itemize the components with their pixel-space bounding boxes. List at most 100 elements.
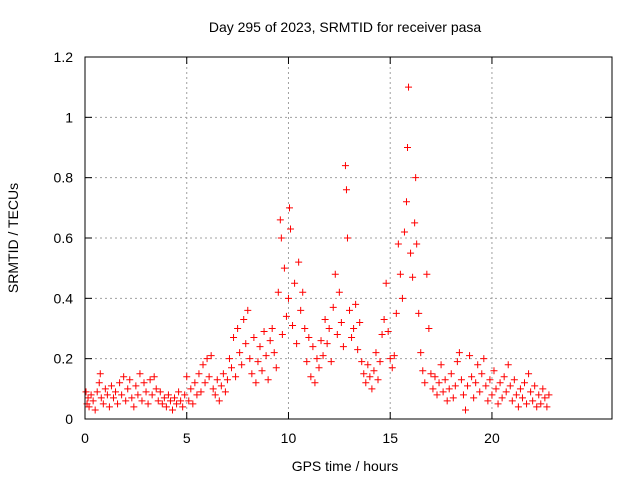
data-point (537, 400, 545, 408)
data-point (166, 397, 174, 405)
data-point (356, 318, 364, 326)
data-point (378, 331, 386, 339)
data-point (337, 318, 345, 326)
data-point (518, 394, 526, 402)
data-point (118, 391, 126, 399)
data-point (504, 361, 512, 369)
data-point (82, 388, 90, 396)
data-point (484, 397, 492, 405)
data-point (451, 382, 459, 390)
data-point (319, 352, 327, 360)
data-point (360, 370, 368, 378)
data-point (168, 406, 176, 414)
data-point (297, 306, 305, 314)
data-point (303, 358, 311, 366)
data-point (413, 240, 421, 248)
data-point (122, 397, 130, 405)
data-point (91, 406, 99, 414)
data-point (209, 385, 217, 393)
data-point (254, 358, 262, 366)
data-point (280, 264, 288, 272)
data-point (213, 376, 221, 384)
data-point (173, 400, 181, 408)
data-point (301, 325, 309, 332)
data-point (400, 228, 408, 236)
data-point (514, 403, 522, 411)
data-point (93, 388, 101, 396)
data-point (99, 400, 107, 408)
data-point (390, 352, 398, 360)
data-point (500, 373, 508, 381)
data-point (476, 388, 484, 396)
data-point (260, 328, 268, 336)
x-tick-label: 15 (382, 430, 398, 446)
data-point (228, 364, 236, 372)
data-point (191, 379, 199, 387)
x-axis-label: GPS time / hours (292, 458, 399, 474)
data-point (388, 364, 396, 372)
data-point (423, 270, 431, 278)
y-tick-label: 0.4 (54, 290, 74, 306)
data-point (156, 388, 164, 396)
data-point (120, 373, 128, 381)
data-point (114, 400, 122, 408)
data-point (244, 306, 252, 314)
data-point (488, 391, 496, 399)
data-point (529, 397, 537, 405)
chart-title: Day 295 of 2023, SRMTID for receiver pas… (209, 19, 482, 35)
data-point (270, 349, 278, 357)
data-point (508, 397, 516, 405)
data-point (164, 391, 172, 399)
data-point (459, 391, 467, 399)
data-point (199, 361, 207, 369)
data-point (498, 394, 506, 402)
data-point (266, 337, 274, 345)
data-point (305, 334, 313, 342)
data-point (201, 379, 209, 387)
data-point (364, 361, 372, 369)
data-point (394, 240, 402, 248)
data-point (472, 379, 480, 387)
data-point (502, 388, 510, 396)
data-point (533, 403, 541, 411)
data-point (211, 391, 219, 399)
data-point (346, 306, 354, 314)
data-point (179, 403, 187, 411)
data-point (278, 331, 286, 339)
data-point (339, 343, 347, 351)
data-point (461, 406, 469, 414)
data-point (160, 394, 168, 402)
data-point (350, 325, 358, 332)
data-point (262, 352, 270, 360)
data-point (248, 370, 256, 378)
data-point (136, 370, 144, 378)
data-point (417, 349, 425, 357)
data-point (150, 373, 158, 381)
data-point (490, 367, 498, 375)
data-point (323, 340, 331, 348)
data-point (341, 162, 349, 170)
data-point (158, 400, 166, 408)
data-point (185, 397, 193, 405)
data-point (181, 391, 189, 399)
data-point (287, 225, 295, 233)
data-point (512, 391, 520, 399)
data-point (130, 403, 138, 411)
data-point (329, 303, 337, 311)
data-point (535, 391, 543, 399)
data-point (89, 397, 97, 405)
data-point (531, 382, 539, 390)
data-point (402, 198, 410, 206)
data-point (392, 309, 400, 317)
data-point (105, 403, 113, 411)
data-point (256, 343, 264, 351)
data-point (506, 382, 514, 390)
data-point (232, 373, 240, 381)
data-point (85, 403, 93, 411)
data-point (455, 349, 463, 357)
data-point (177, 397, 185, 405)
data-point (138, 397, 146, 405)
data-point (386, 355, 394, 363)
data-point (521, 379, 529, 387)
data-point (109, 394, 117, 402)
